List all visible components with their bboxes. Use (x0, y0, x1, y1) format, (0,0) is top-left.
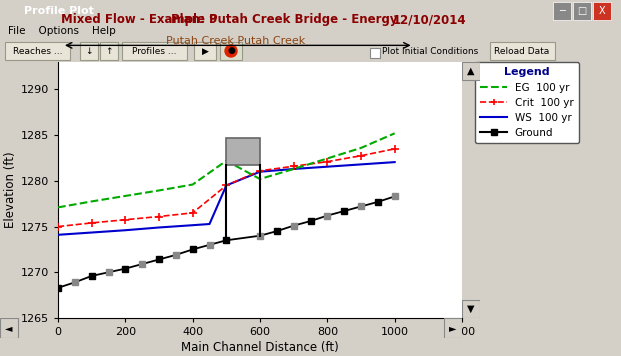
Text: □: □ (578, 6, 587, 16)
Text: ◄: ◄ (5, 323, 13, 333)
Text: Profile Plot: Profile Plot (24, 6, 94, 16)
Bar (593, 2, 611, 20)
Bar (553, 2, 571, 20)
Text: 12/10/2014: 12/10/2014 (393, 13, 466, 26)
Text: ►: ► (449, 323, 457, 333)
Text: Putah Creek Putah Creek: Putah Creek Putah Creek (166, 36, 306, 46)
Text: Profiles ...: Profiles ... (132, 47, 177, 56)
Text: ↑: ↑ (105, 47, 113, 56)
Legend: EG  100 yr, Crit  100 yr, WS  100 yr, Ground: EG 100 yr, Crit 100 yr, WS 100 yr, Groun… (475, 62, 579, 143)
Text: ▼: ▼ (467, 304, 474, 314)
FancyBboxPatch shape (5, 42, 70, 60)
Bar (226, 138, 260, 165)
Text: X: X (599, 6, 605, 16)
Text: Plot Initial Conditions: Plot Initial Conditions (382, 47, 478, 56)
Text: ─: ─ (559, 6, 565, 16)
Circle shape (225, 45, 237, 57)
Text: Reload Data: Reload Data (494, 47, 550, 56)
FancyBboxPatch shape (194, 42, 216, 60)
FancyBboxPatch shape (370, 48, 380, 58)
Text: File    Options    Help: File Options Help (8, 26, 116, 36)
Text: ●: ● (227, 47, 235, 56)
FancyBboxPatch shape (80, 42, 98, 60)
Text: ↓: ↓ (85, 47, 93, 56)
Bar (573, 2, 591, 20)
Text: ▶: ▶ (202, 47, 209, 56)
Text: ▲: ▲ (467, 66, 474, 76)
FancyBboxPatch shape (122, 42, 187, 60)
X-axis label: Main Channel Distance (ft): Main Channel Distance (ft) (181, 341, 339, 354)
Y-axis label: Elevation (ft): Elevation (ft) (4, 152, 17, 228)
Bar (462, 300, 480, 318)
Text: Reaches ...: Reaches ... (13, 47, 62, 56)
FancyBboxPatch shape (490, 42, 555, 60)
FancyBboxPatch shape (100, 42, 118, 60)
Text: Plan: Putah Creek Bridge - Energy: Plan: Putah Creek Bridge - Energy (171, 13, 397, 26)
Bar (462, 62, 480, 80)
FancyBboxPatch shape (220, 42, 242, 60)
Bar (444, 318, 462, 338)
Text: Mixed Flow - Example 9: Mixed Flow - Example 9 (61, 13, 217, 26)
Bar (0, 318, 18, 338)
